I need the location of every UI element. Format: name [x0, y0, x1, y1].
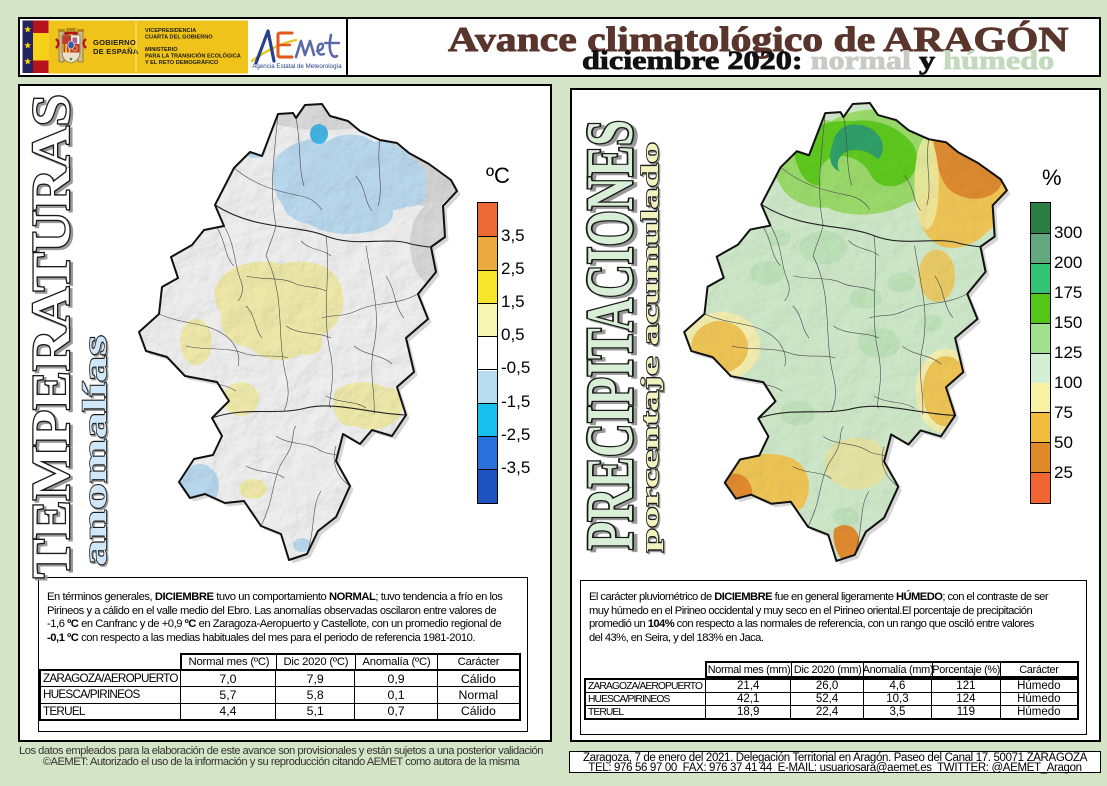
svg-text:TEMPERATURAS: TEMPERATURAS	[25, 96, 84, 580]
svg-text:MINISTERIO: MINISTERIO	[145, 47, 178, 53]
svg-text:VICEPRESIDENCIA: VICEPRESIDENCIA	[145, 28, 196, 34]
svg-text:PRECIPITACIONES: PRECIPITACIONES	[577, 122, 651, 552]
svg-text:DE ESPAÑA: DE ESPAÑA	[93, 47, 139, 56]
svg-text:porcentaje acumulado: porcentaje acumulado	[640, 144, 666, 554]
svg-text:Agencia Estatal de Meteorologí: Agencia Estatal de Meteorología	[252, 63, 342, 70]
svg-text:anomalías: anomalías	[77, 337, 115, 568]
svg-text:GOBIERNO: GOBIERNO	[93, 38, 136, 47]
svg-text:PRECIPITACIONES: PRECIPITACIONES	[573, 120, 647, 550]
svg-text:CUARTA DEL GOBIERNO: CUARTA DEL GOBIERNO	[145, 35, 213, 41]
svg-text:TEMPERATURAS: TEMPERATURAS	[22, 94, 81, 578]
svg-text:Y EL RETO DEMOGRÁFICO: Y EL RETO DEMOGRÁFICO	[145, 59, 219, 66]
svg-text:PARA LA TRANSICIÓN ECOLÓGICA: PARA LA TRANSICIÓN ECOLÓGICA	[145, 52, 241, 60]
svg-text:porcentaje acumulado: porcentaje acumulado	[638, 142, 664, 552]
svg-text:anomalías: anomalías	[76, 335, 114, 566]
